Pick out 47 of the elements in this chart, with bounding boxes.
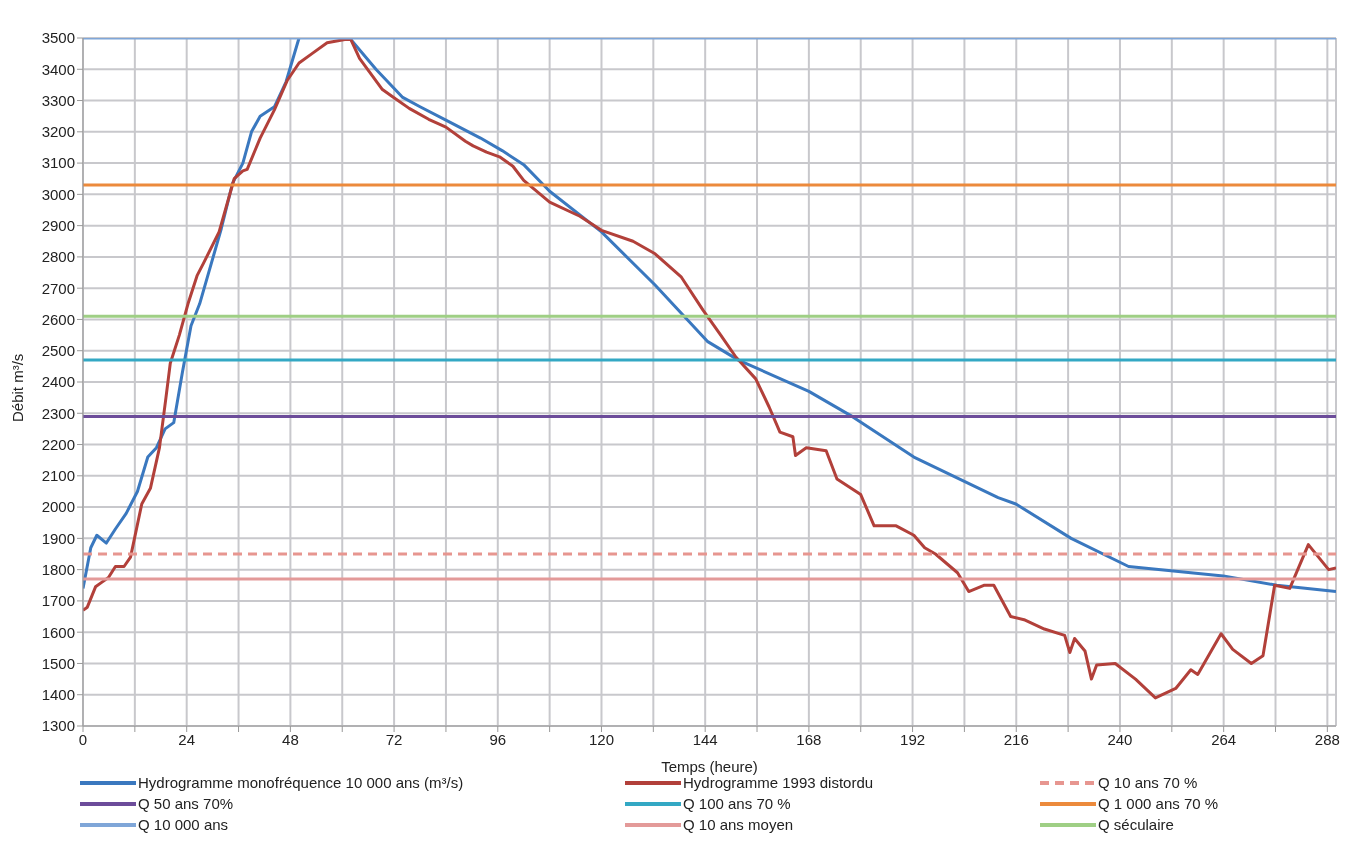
y-tick-label: 2400: [41, 373, 75, 391]
y-tick-label: 2600: [41, 310, 75, 328]
x-tick-label: 264: [1211, 730, 1237, 748]
x-tick-label: 96: [489, 730, 507, 748]
legend-label: Q séculaire: [1098, 816, 1174, 833]
x-tick-label: 216: [1003, 730, 1029, 748]
y-tick-label: 3200: [41, 123, 75, 141]
y-tick-label: 3400: [41, 60, 75, 78]
legend-label: Q 10 ans moyen: [683, 816, 794, 833]
y-tick-label: 3100: [41, 154, 75, 172]
y-tick-label: 2100: [41, 467, 75, 485]
y-tick-label: 3300: [41, 91, 75, 109]
x-tick-label: 24: [178, 730, 196, 748]
x-tick-label: 0: [78, 730, 88, 748]
legend-label: Q 10 ans 70 %: [1098, 774, 1198, 791]
y-tick-label: 2900: [41, 216, 75, 234]
legend-label: Q 100 ans 70 %: [683, 795, 791, 812]
y-tick-label: 2700: [41, 279, 75, 297]
y-tick-label: 2300: [41, 404, 75, 422]
y-tick-label: 2800: [41, 248, 75, 266]
legend-label: Q 1 000 ans 70 %: [1098, 795, 1219, 812]
y-tick-label: 2000: [41, 498, 75, 516]
x-tick-label: 48: [282, 730, 299, 748]
x-tick-label: 144: [692, 730, 718, 748]
x-tick-label: 288: [1314, 730, 1340, 748]
y-tick-label: 3000: [41, 185, 75, 203]
y-tick-label: 1300: [41, 717, 75, 735]
legend-label: Hydrogramme 1993 distordu: [683, 774, 874, 791]
legend-label: Q 50 ans 70%: [138, 795, 234, 812]
y-tick-label: 1500: [41, 654, 75, 672]
x-tick-label: 168: [796, 730, 822, 748]
y-tick-label: 3500: [41, 29, 75, 47]
x-tick-label: 120: [588, 730, 614, 748]
y-tick-label: 1600: [41, 623, 75, 641]
x-tick-label: 192: [900, 730, 926, 748]
y-tick-label: 1400: [41, 686, 75, 704]
legend-label: Hydrogramme monofréquence 10 000 ans (m³/s): [138, 774, 464, 791]
y-tick-label: 2500: [41, 342, 75, 360]
x-tick-label: 72: [385, 730, 403, 748]
y-tick-label: 1800: [41, 560, 75, 578]
x-tick-label: 240: [1107, 730, 1133, 748]
y-tick-label: 1700: [41, 592, 75, 610]
y-axis-title: Débit m³/s: [9, 353, 27, 422]
legend-label: Q 10 000 ans: [138, 816, 229, 833]
x-axis-title: Temps (heure): [661, 758, 758, 775]
y-tick-label: 2200: [41, 435, 75, 453]
y-tick-label: 1900: [41, 529, 75, 547]
